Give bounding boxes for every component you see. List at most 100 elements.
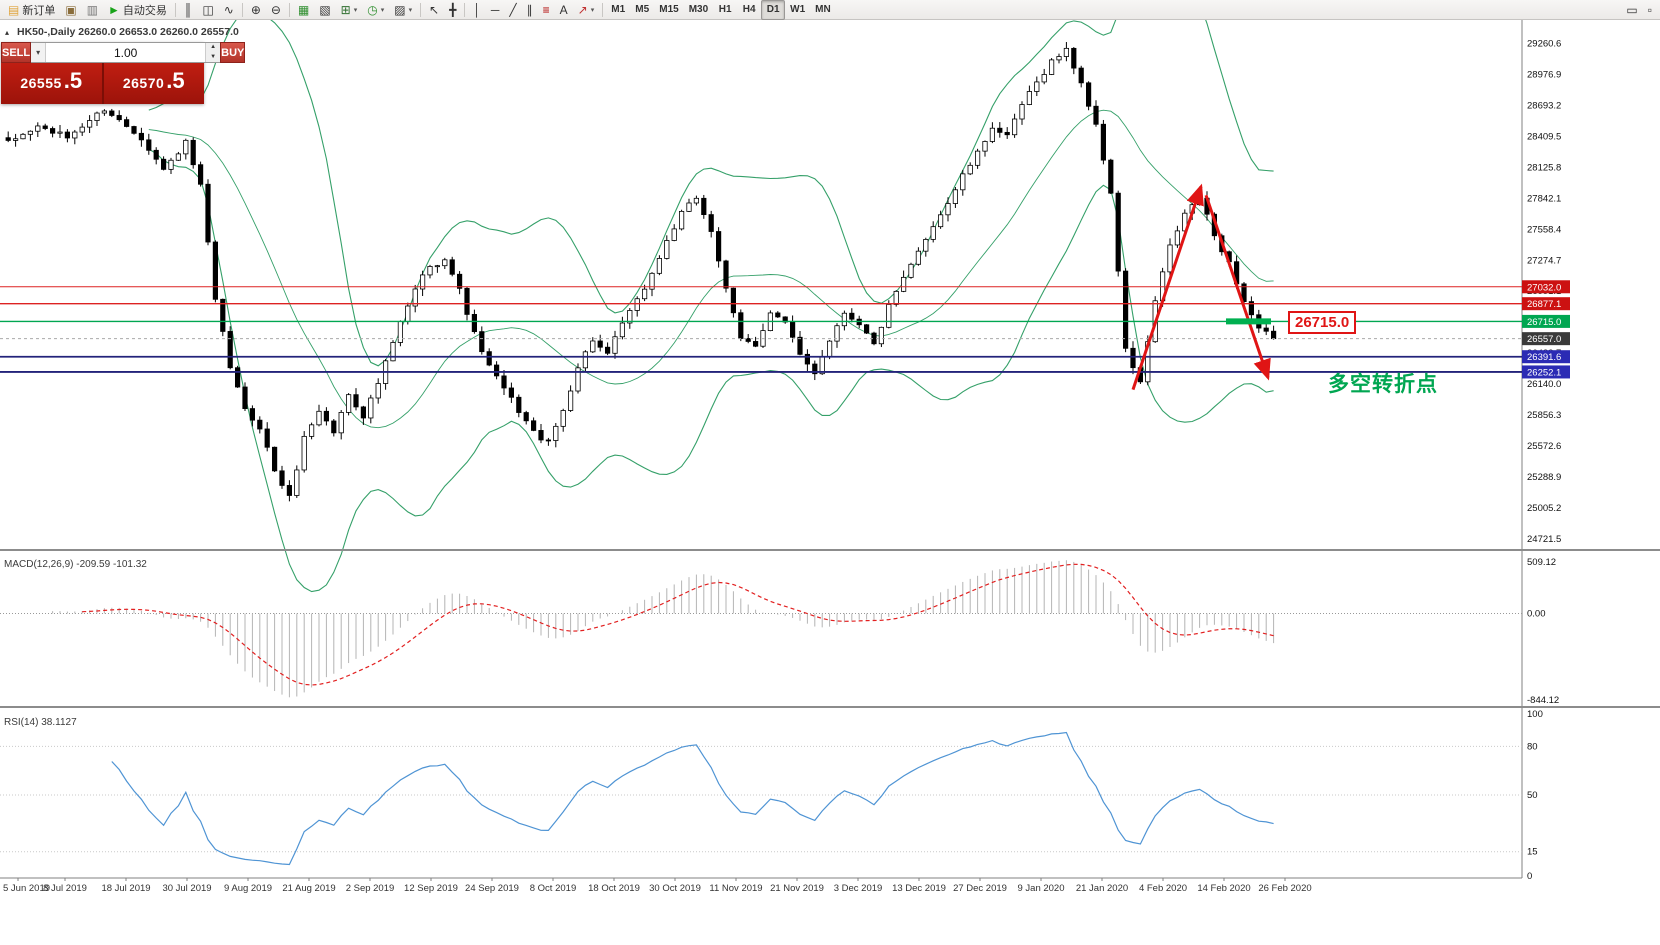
period-button[interactable]: ◷ ▾ <box>362 0 389 20</box>
volume-decrease-icon[interactable]: ▼ <box>206 52 221 62</box>
timeframe-h1-label: H1 <box>718 4 732 15</box>
line-chart-button[interactable]: ∿ <box>219 0 239 20</box>
profiles-icon: ▥ <box>86 2 99 17</box>
timeframe-d1[interactable]: D1 <box>761 0 786 20</box>
new-order-button[interactable]: ▤ 新订单 <box>3 0 60 20</box>
period-icon: ◷ <box>367 2 378 17</box>
crosshair-button[interactable]: ╋ <box>444 0 461 20</box>
tile-windows-button[interactable]: ▦ <box>293 0 314 20</box>
template-button[interactable]: ▨ ▾ <box>389 0 417 20</box>
svg-text:27558.4: 27558.4 <box>1527 224 1561 235</box>
bar-chart-button[interactable]: ║ <box>179 0 198 20</box>
one-click-collapse-icon[interactable]: ▴ <box>5 28 10 37</box>
svg-text:28976.9: 28976.9 <box>1527 69 1561 80</box>
profiles-button[interactable]: ▥ <box>82 0 103 20</box>
svg-text:26 Feb 2020: 26 Feb 2020 <box>1258 883 1311 894</box>
svg-text:80: 80 <box>1527 741 1538 752</box>
zoom-out-icon: ⊖ <box>270 2 281 17</box>
timeframe-m5[interactable]: M5 <box>630 0 654 20</box>
timeframe-m1[interactable]: M1 <box>606 0 630 20</box>
svg-text:30 Oct 2019: 30 Oct 2019 <box>649 883 701 894</box>
svg-text:25572.6: 25572.6 <box>1527 441 1561 452</box>
text-icon: A <box>559 2 568 17</box>
autotrading-button[interactable]: ► 自动交易 <box>103 0 172 20</box>
svg-text:12 Sep 2019: 12 Sep 2019 <box>404 883 458 894</box>
fibonacci-button[interactable]: ≡ <box>538 0 555 20</box>
svg-text:8 Oct 2019: 8 Oct 2019 <box>530 883 576 894</box>
arrange-windows-button[interactable]: ▧ <box>314 0 335 20</box>
horizontal-line-button[interactable]: ─ <box>486 0 505 20</box>
chart-canvas[interactable]: 29260.6 28976.9 28693.2 28409.5 28125.8 27842… <box>0 20 1660 945</box>
buy-price-main: 26570 <box>122 75 165 91</box>
bar-chart-icon: ║ <box>183 2 193 17</box>
new-chart-button[interactable]: ⊞ ▾ <box>336 0 363 20</box>
timeframe-h4[interactable]: H4 <box>737 0 761 20</box>
timeframe-mn-label: MN <box>815 4 831 15</box>
svg-text:28125.8: 28125.8 <box>1527 162 1561 173</box>
svg-text:25288.9: 25288.9 <box>1527 472 1561 483</box>
buy-price-frac: .5 <box>166 68 185 93</box>
chart-workspace: 29260.6 28976.9 28693.2 28409.5 28125.8 27842… <box>0 20 1660 945</box>
trendline-button[interactable]: ╱ <box>504 0 521 20</box>
chart-window-button[interactable]: ▣ <box>60 0 81 20</box>
zoom-out-button[interactable]: ⊖ <box>266 0 286 20</box>
rsi-panel: 100 80 50 15 0 <box>0 709 1543 882</box>
toolbar-separator <box>420 2 422 17</box>
docking-button[interactable]: ▫ <box>1643 0 1657 20</box>
buy-price[interactable]: 26570 .5 <box>103 63 204 104</box>
dropdown-caret-icon: ▾ <box>353 6 358 14</box>
svg-text:26252.1: 26252.1 <box>1527 367 1561 378</box>
svg-text:0: 0 <box>1527 871 1532 882</box>
toolbar: ▤ 新订单 ▣ ▥ ► 自动交易 ║ ◫ ∿ ⊕ ⊖ ▦ ▧ ⊞ ▾ ◷ ▾ ▨ ▾ ↖ ╋ │ ─ ╱ ∥ ≡ A ↗ ▾ M1 M5 M1… <box>0 0 1660 20</box>
channel-button[interactable]: ∥ <box>522 0 538 20</box>
candlestick-chart-button[interactable]: ◫ <box>197 0 218 20</box>
volume-control: ▾ ▲ ▼ <box>31 42 221 63</box>
svg-text:28409.5: 28409.5 <box>1527 131 1561 142</box>
cursor-icon: ↖ <box>429 2 440 17</box>
volume-input[interactable] <box>46 43 206 62</box>
svg-text:26140.0: 26140.0 <box>1527 379 1561 390</box>
buy-button[interactable]: BUY <box>220 42 246 63</box>
panel-dividers[interactable] <box>0 549 1660 708</box>
arrows-button[interactable]: ↗ ▾ <box>573 0 600 20</box>
timeframe-w1[interactable]: W1 <box>785 0 810 20</box>
timeframe-h1[interactable]: H1 <box>713 0 737 20</box>
text-button[interactable]: A <box>555 0 573 20</box>
svg-text:-844.12: -844.12 <box>1527 695 1559 706</box>
new-order-button-label: 新订单 <box>22 4 56 17</box>
svg-text:14 Feb 2020: 14 Feb 2020 <box>1197 883 1250 894</box>
cursor-button[interactable]: ↖ <box>424 0 444 20</box>
rsi-indicator-label: RSI(14) 38.1127 <box>4 717 77 728</box>
timeframe-d1-label: D1 <box>766 4 780 15</box>
volume-increase-icon[interactable]: ▲ <box>206 43 221 53</box>
horizontal-line-icon: ─ <box>490 2 500 17</box>
candles-layer <box>5 42 1277 502</box>
timeframe-mn[interactable]: MN <box>810 0 836 20</box>
dropdown-caret-icon: ▾ <box>590 6 595 14</box>
line-chart-icon: ∿ <box>223 2 234 17</box>
timeframe-m30[interactable]: M30 <box>684 0 713 20</box>
sell-price-main: 26555 <box>20 75 62 91</box>
vertical-line-button[interactable]: │ <box>468 0 486 20</box>
autotrading-icon: ► <box>108 2 120 17</box>
volume-dropdown-icon[interactable]: ▾ <box>31 43 47 62</box>
toolbar-separator <box>464 2 466 17</box>
sell-button[interactable]: SELL <box>1 42 32 63</box>
svg-text:13 Dec 2019: 13 Dec 2019 <box>892 883 946 894</box>
pivot-price-label[interactable]: 26715.0 <box>1288 311 1357 334</box>
sell-price[interactable]: 26555 .5 <box>1 63 104 104</box>
new-order-icon: ▤ <box>8 2 20 17</box>
svg-text:509.12: 509.12 <box>1527 557 1556 568</box>
trend-annotations[interactable] <box>1131 183 1271 391</box>
svg-text:5 Jun 2019: 5 Jun 2019 <box>3 883 50 894</box>
svg-text:28693.2: 28693.2 <box>1527 100 1561 111</box>
timeframe-m1-label: M1 <box>611 4 626 15</box>
chart-title: HK50-,Daily 26260.0 26653.0 26260.0 2655… <box>17 26 239 38</box>
svg-text:9 Jan 2020: 9 Jan 2020 <box>1017 883 1064 894</box>
svg-text:26391.6: 26391.6 <box>1527 352 1561 363</box>
svg-text:21 Nov 2019: 21 Nov 2019 <box>770 883 824 894</box>
zoom-in-button[interactable]: ⊕ <box>246 0 266 20</box>
window-layout-button[interactable]: ▭ <box>1621 0 1642 20</box>
timeframe-m15[interactable]: M15 <box>654 0 683 20</box>
